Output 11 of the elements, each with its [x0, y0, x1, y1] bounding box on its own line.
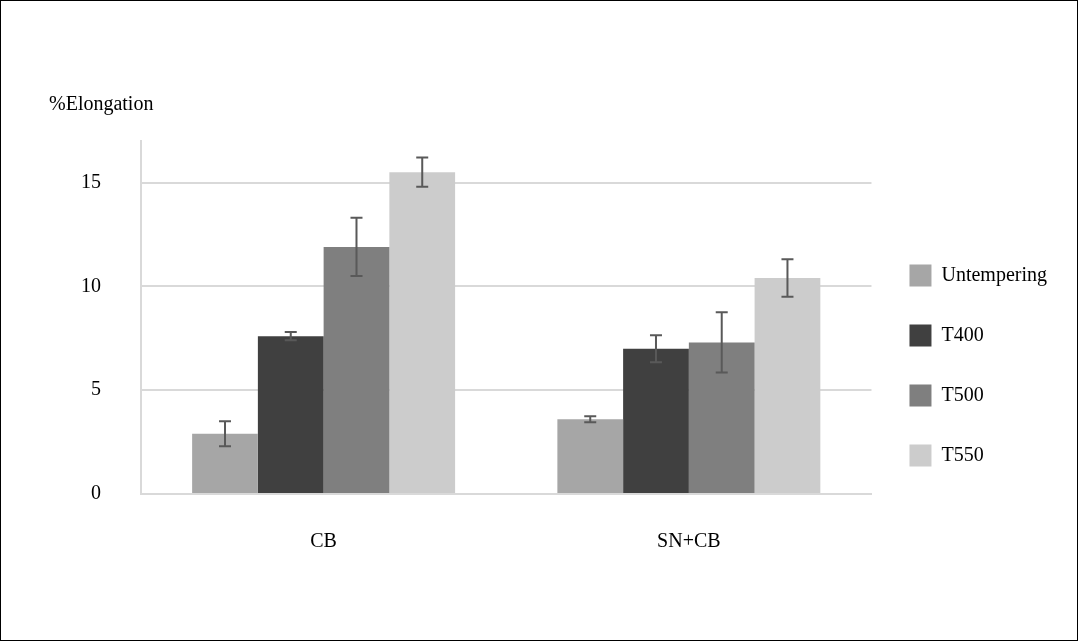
x-tick-label: CB [310, 529, 337, 552]
y-axis-title: %Elongation [49, 92, 154, 116]
legend-label: T400 [941, 322, 984, 345]
y-tick-label: 5 [91, 377, 101, 400]
y-tick-label: 10 [81, 273, 101, 296]
x-tick-label: SN+CB [657, 529, 721, 552]
y-tick-label: 0 [91, 481, 101, 504]
y-tick-label: 15 [81, 169, 101, 192]
legend-label: T500 [941, 382, 984, 405]
legend-label: Untempering [941, 262, 1047, 286]
legend-label: T550 [941, 442, 984, 465]
